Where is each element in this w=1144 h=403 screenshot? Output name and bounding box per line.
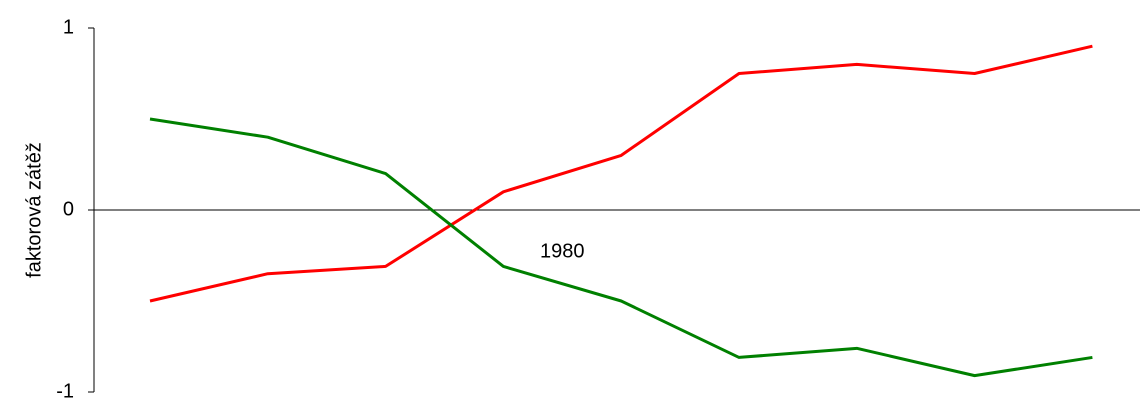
- annotation: 1980: [540, 240, 585, 262]
- y-tick-label: 1: [63, 16, 74, 38]
- series-line: [149, 44, 1093, 303]
- y-axis-label: faktorová zátěž: [23, 142, 45, 278]
- y-tick-label: 0: [63, 198, 74, 220]
- series-line: [149, 117, 1093, 378]
- y-tick-label: -1: [56, 380, 74, 402]
